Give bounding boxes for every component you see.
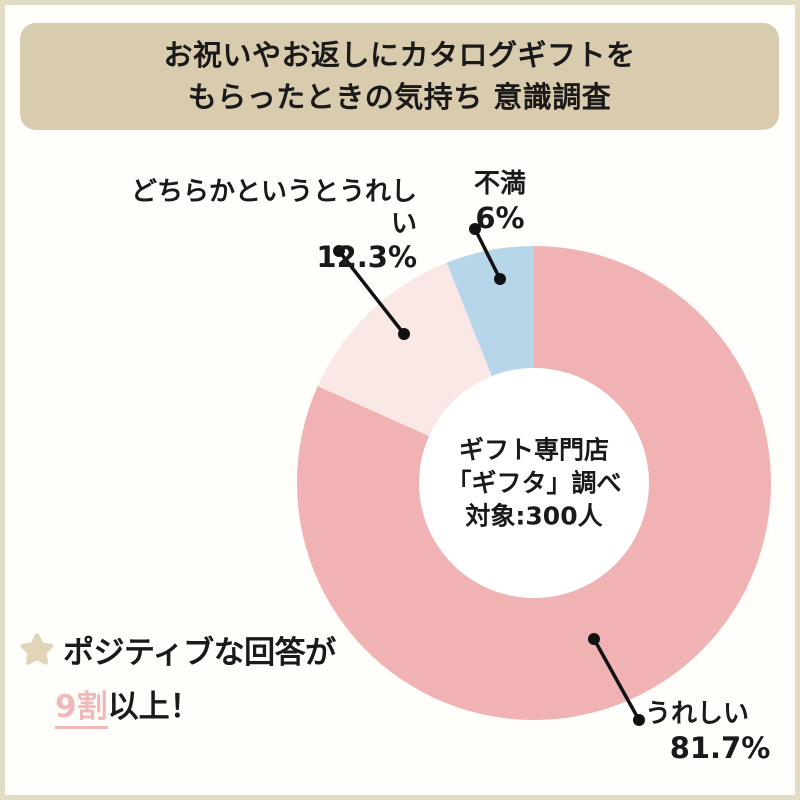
leader-lines [333,223,645,726]
title-banner: お祝いやお返しにカタログギフトを もらったときの気持ち 意識調査 [20,23,779,130]
leader-dot-dissatisfied-label [469,223,481,235]
highlight-row-2: 9割以上！ [19,681,369,729]
slice-label-happy-name: うれしい [645,699,750,729]
donut-hole [419,368,649,598]
slice-label-happy: うれしい 81.7% [645,699,795,766]
slice-label-dissatisfied: 不満 6% [445,169,555,236]
page-title-line2: もらったときの気持ち 意識調査 [187,79,612,114]
slice-label-happy-value: 81.7% [669,730,771,765]
slice-label-somewhat-value: 12.3% [316,240,417,275]
star-icon [19,632,55,668]
leader-line-somewhat [337,249,406,336]
slice-label-somewhat: どちらかというとうれしい 12.3% [117,177,417,276]
slice-label-dissatisfied-name: 不満 [473,169,526,199]
donut-chart-svg [296,223,771,726]
highlight-emphasis: 9割 [55,689,108,729]
highlight-text-line1: ポジティブな回答が [63,635,336,671]
leader-dot-happy-label [633,714,645,726]
leader-dot-somewhat-label [333,245,345,257]
highlight-row-1: ポジティブな回答が [19,627,369,672]
leader-dot-somewhat-slice [398,328,410,340]
leader-line-happy [592,638,641,721]
slice-label-dissatisfied-value: 6% [475,200,525,235]
page-title-line1: お祝いやお返しにカタログギフトを [163,38,636,73]
slice-label-somewhat-name: どちらかというとうれしい [130,177,417,239]
leader-line-dissatisfied [473,228,502,280]
highlight-text-line2: 以上！ [107,689,201,725]
highlight-callout: ポジティブな回答が 9割以上！ [19,627,369,729]
donut-chart: ギフト専門店 「ギフタ」調べ 対象:300人 [5,5,795,795]
leader-dot-happy-slice [588,633,600,645]
leader-dot-dissatisfied-slice [494,273,506,285]
